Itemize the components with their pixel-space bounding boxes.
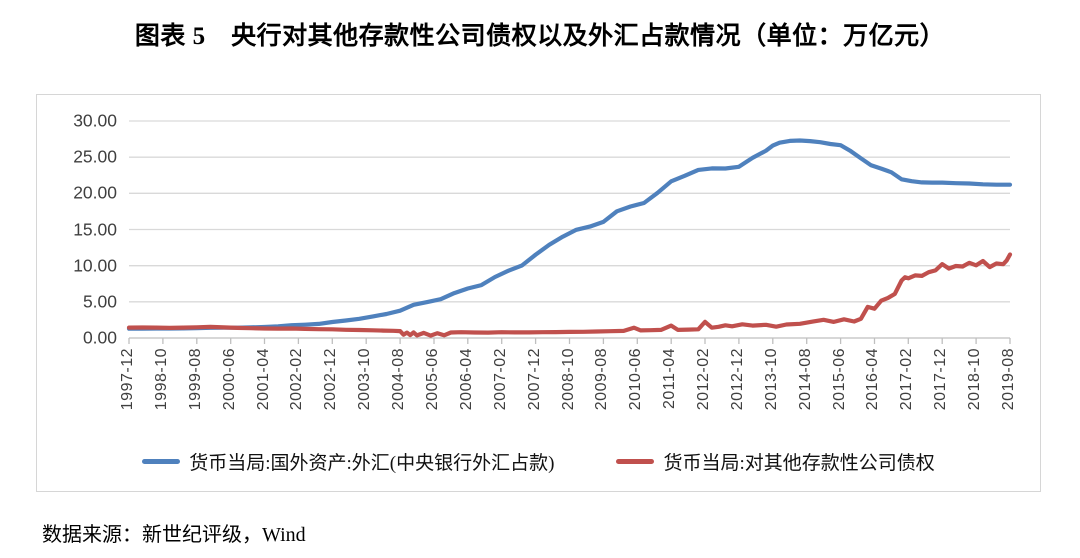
legend-item-claims: 货币当局:对其他存款性公司债权 — [616, 448, 935, 475]
x-axis-tick-label: 2007-02 — [491, 348, 509, 411]
x-axis-tick-label: 2010-06 — [627, 348, 645, 411]
y-axis-tick-label: 0.00 — [82, 327, 117, 348]
x-axis-tick-label: 2009-08 — [593, 348, 611, 411]
x-axis-tick-label: 2001-04 — [254, 348, 272, 411]
x-axis-tick-label: 2017-02 — [898, 348, 916, 411]
legend-swatch-fx — [142, 459, 181, 464]
x-axis-tick-label: 2018-10 — [966, 348, 984, 411]
y-axis-tick-label: 30.00 — [73, 110, 117, 131]
y-axis-labels: 0.00 5.00 10.00 15.00 20.00 25.00 30.00 — [37, 95, 117, 491]
chart-panel: 0.00 5.00 10.00 15.00 20.00 25.00 30.00 1997-1… — [36, 94, 1041, 492]
x-axis-tick-label: 2011-04 — [661, 348, 679, 410]
x-axis-tick-label: 2014-08 — [796, 348, 814, 411]
legend-label-fx: 货币当局:国外资产:外汇(中央银行外汇占款) — [189, 453, 555, 474]
chart-legend: 货币当局:国外资产:外汇(中央银行外汇占款) 货币当局:对其他存款性公司债权 — [37, 448, 1040, 475]
x-axis-tick-label: 2002-02 — [288, 348, 306, 411]
series-line-1 — [126, 252, 1013, 338]
x-axis-tick-label: 2019-08 — [1000, 348, 1017, 411]
y-axis-tick-label: 10.00 — [73, 255, 117, 276]
x-axis-tick-label: 2005-06 — [423, 348, 441, 411]
y-axis-tick-label: 5.00 — [82, 291, 117, 312]
x-axis-tick-label: 2006-04 — [457, 348, 475, 411]
y-axis-tick-label: 15.00 — [73, 219, 117, 239]
x-axis-tick-label: 2013-10 — [762, 348, 780, 411]
y-axis-tick-label: 25.00 — [73, 146, 117, 167]
x-axis-tick-label: 2007-12 — [525, 348, 543, 411]
x-axis-tick-label: 2003-10 — [356, 348, 374, 411]
x-axis-tick-label: 1998-10 — [152, 348, 170, 411]
legend-item-fx: 货币当局:国外资产:外汇(中央银行外汇占款) — [142, 448, 554, 475]
x-axis-tick-label: 1997-12 — [119, 348, 136, 411]
y-axis-tick-label: 20.00 — [73, 182, 117, 203]
x-axis-tick-label: 2017-12 — [932, 348, 950, 411]
series-line-0 — [126, 138, 1013, 331]
x-axis-tick-label: 2016-04 — [864, 348, 882, 411]
legend-swatch-claims — [616, 459, 655, 464]
x-axis-tick-label: 2000-06 — [220, 348, 238, 411]
x-axis-tick-label: 2004-08 — [390, 348, 408, 411]
x-axis-tick-label: 2002-12 — [322, 348, 340, 411]
x-axis-tick-label: 2015-06 — [830, 348, 848, 411]
x-axis-tick-label: 2012-02 — [695, 348, 713, 411]
source-note: 数据来源：新世纪评级，Wind — [42, 524, 306, 546]
plot-svg — [126, 120, 1013, 344]
legend-label-claims: 货币当局:对其他存款性公司债权 — [663, 453, 935, 474]
x-axis-tick-label: 2012-12 — [728, 348, 746, 411]
x-axis-labels: 1997-12 1998-10 1999-08 2000-06 2001-04 2002-… — [37, 95, 1040, 491]
x-axis-tick-label: 1999-08 — [186, 348, 204, 411]
page-title: 图表 5 央行对其他存款性公司债权以及外汇占款情况（单位：万亿元） — [134, 23, 946, 50]
x-axis-tick-label: 2008-10 — [559, 348, 577, 411]
